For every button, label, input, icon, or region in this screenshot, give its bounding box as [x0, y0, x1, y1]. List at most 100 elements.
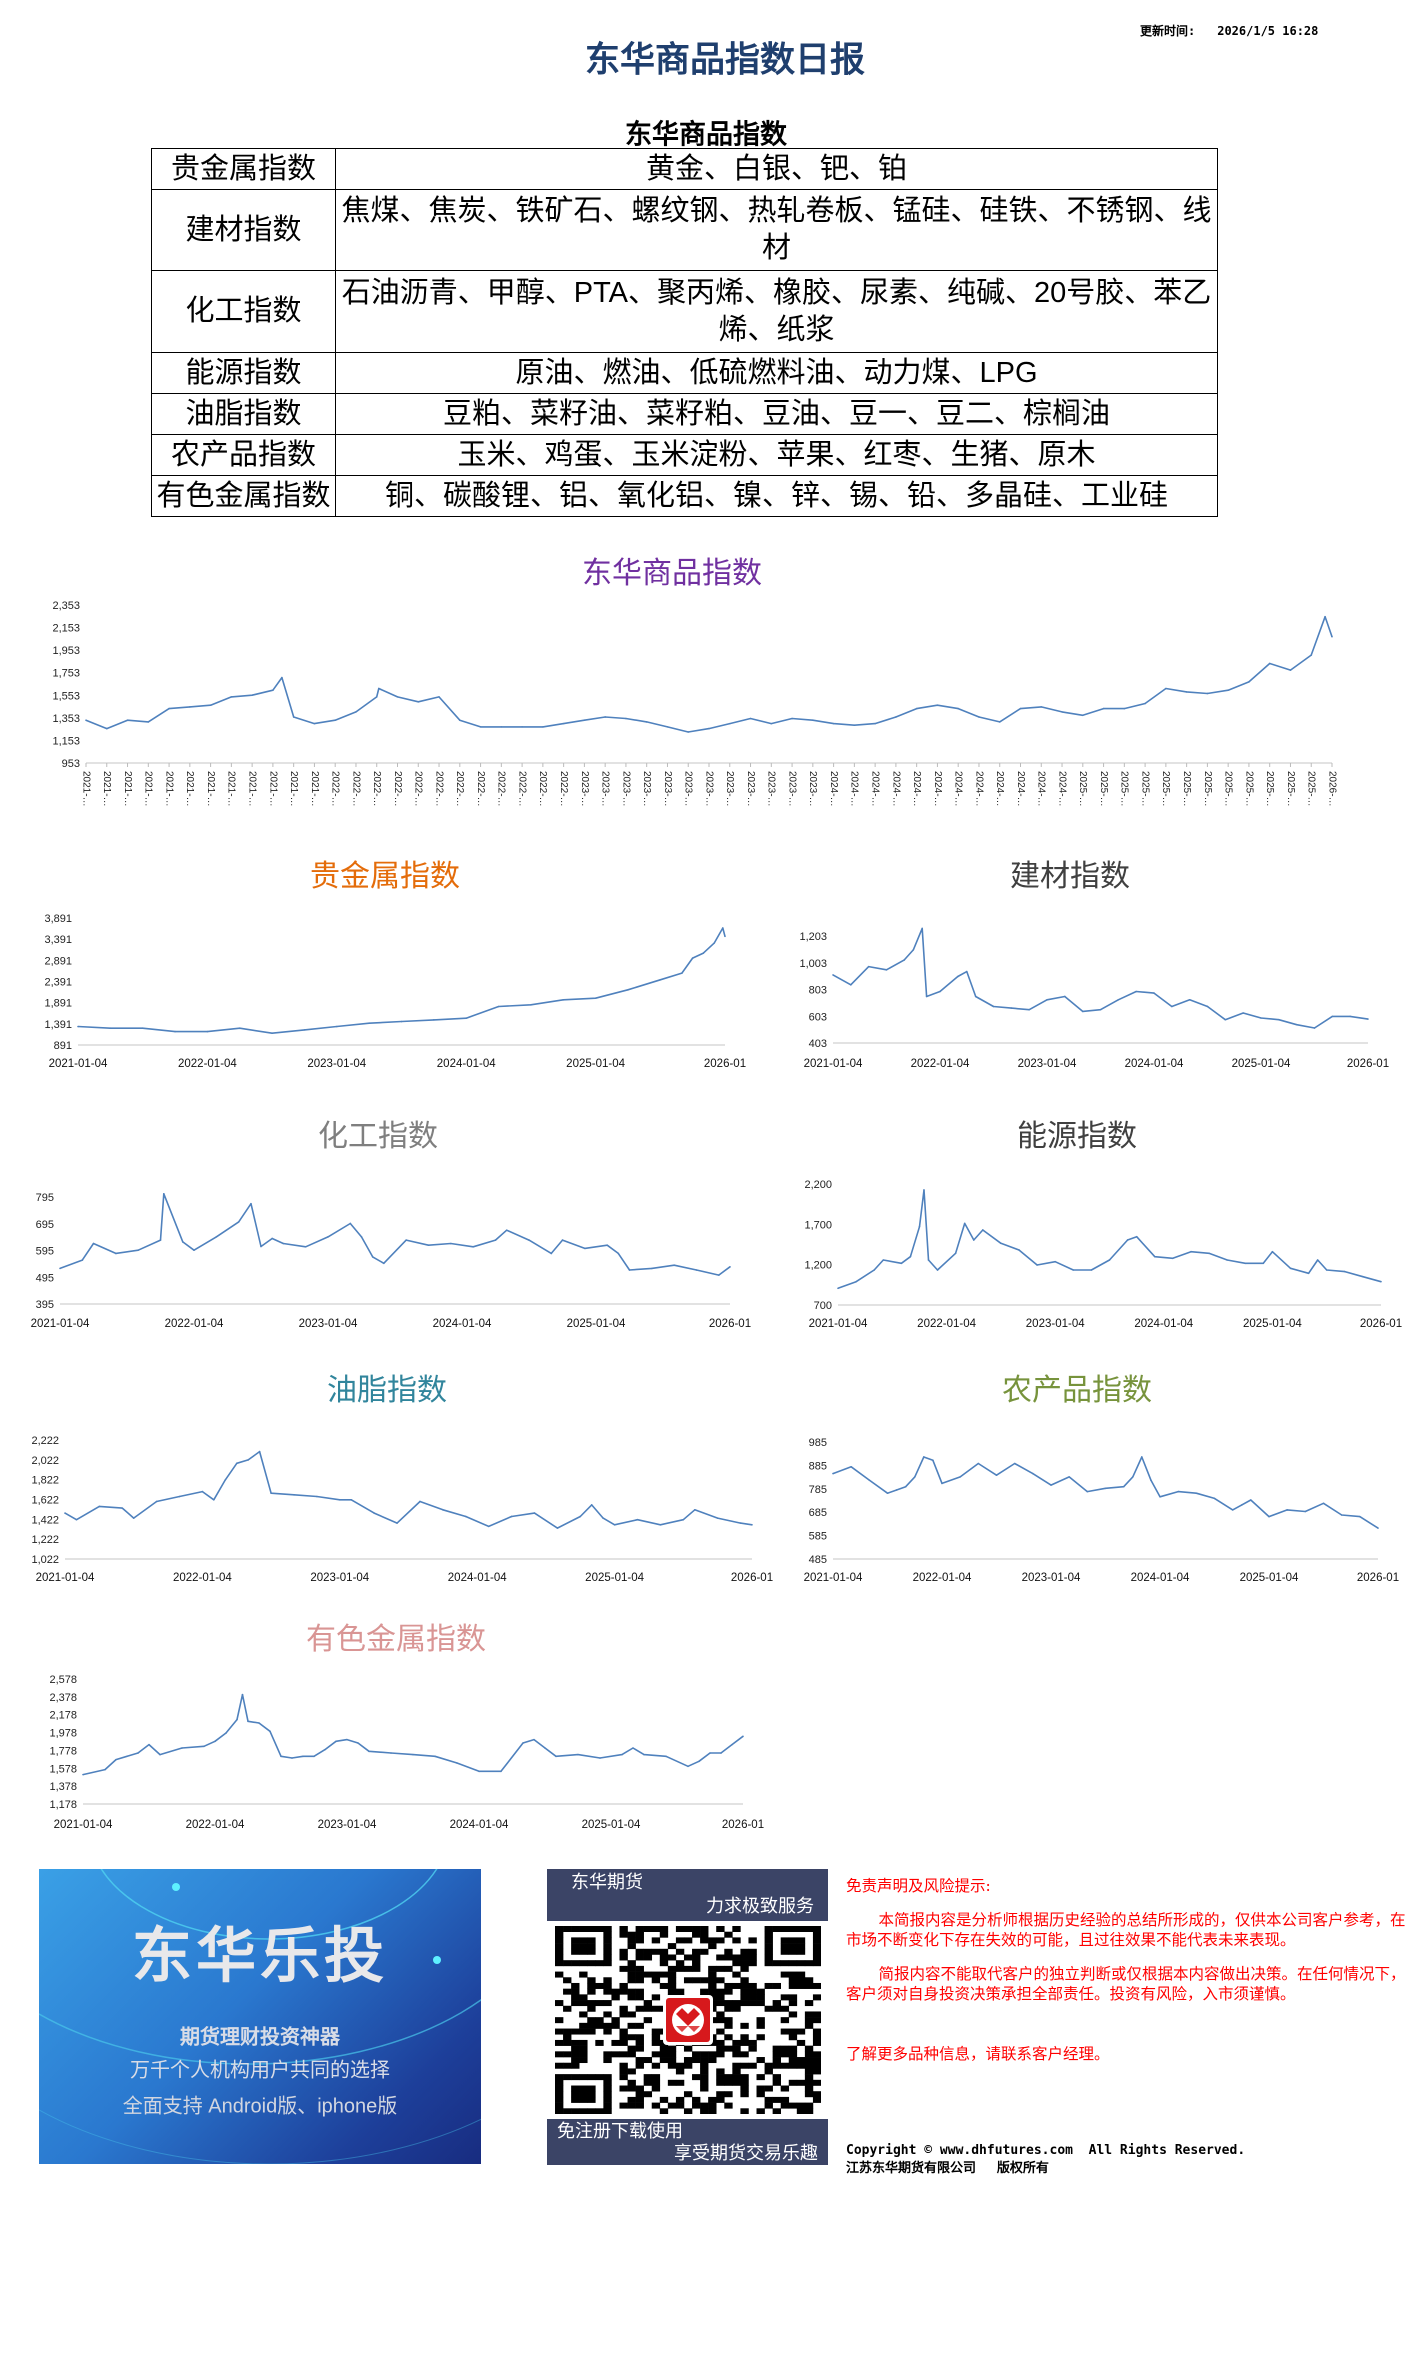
y-tick-label: 1,578	[49, 1763, 77, 1775]
data-point	[895, 1489, 898, 1491]
data-point	[155, 1500, 158, 1503]
series-line	[837, 1189, 1382, 1290]
x-tick-label: 2025-…	[1285, 771, 1296, 807]
x-tick-label: 2023-…	[641, 771, 652, 807]
data-point	[1289, 1267, 1292, 1270]
data-point	[303, 1029, 306, 1031]
data-point	[1325, 1269, 1328, 1271]
chart-building: 403 603 803 1,003 1,203 2021-01-04 2022-01-04 2…	[799, 927, 1389, 1070]
data-point	[178, 1495, 181, 1498]
data-point	[867, 965, 870, 968]
data-point	[617, 1252, 620, 1255]
data-point	[1268, 1515, 1270, 1518]
data-point	[1240, 1504, 1243, 1506]
data-point	[302, 1755, 304, 1758]
data-point	[1262, 1262, 1265, 1265]
data-point	[292, 716, 295, 718]
data-point	[579, 1515, 582, 1518]
x-tick-label: 2023-…	[766, 771, 777, 807]
x-tick-label: 2025-01-04	[567, 1318, 626, 1330]
data-point	[728, 722, 731, 725]
data-point	[258, 1722, 260, 1724]
data-point	[270, 1492, 272, 1494]
x-tick-label: 2024-…	[911, 771, 922, 807]
data-point	[903, 959, 906, 961]
data-point	[1206, 692, 1209, 695]
data-point	[992, 1005, 995, 1008]
x-tick-label: 2021-…	[309, 771, 320, 807]
series-line	[832, 927, 1369, 1029]
x-tick-label: 2022-…	[371, 771, 382, 807]
contact-note: 了解更多品种信息，请联系客户经理。	[846, 2045, 1110, 2063]
data-point	[837, 1287, 839, 1290]
x-tick-label: 2023-…	[786, 771, 797, 807]
data-point	[1054, 1260, 1056, 1263]
data-point	[427, 1244, 430, 1246]
data-point	[357, 1742, 359, 1744]
data-point	[247, 1720, 249, 1723]
series-line	[59, 1193, 731, 1276]
data-point	[621, 1753, 623, 1756]
data-point	[1165, 687, 1167, 690]
y-tick-label: 2,153	[52, 623, 80, 635]
data-point	[1150, 1479, 1152, 1481]
data-point	[874, 722, 876, 725]
index-components: 豆粕、菜籽油、菜籽粕、豆油、豆一、豆二、棕榈油	[335, 393, 1218, 435]
x-tick-label: 2021-01-04	[804, 1058, 863, 1070]
x-tick-label: 2025-…	[1139, 771, 1150, 807]
data-point	[1271, 1250, 1274, 1253]
data-point	[1322, 1502, 1325, 1505]
data-point	[693, 1509, 696, 1511]
data-point	[438, 696, 440, 698]
data-point	[174, 1030, 176, 1033]
data-point	[1190, 1250, 1192, 1253]
series-line	[85, 615, 1333, 733]
data-point	[334, 719, 337, 722]
data-point	[713, 942, 716, 944]
data-point	[1344, 1270, 1346, 1273]
x-tick-label: 2024-…	[1036, 771, 1047, 807]
x-tick-label: 2026-01	[731, 1572, 773, 1584]
data-point	[1227, 689, 1229, 692]
data-point	[1195, 1492, 1198, 1495]
x-tick-label: 2023-…	[600, 771, 611, 807]
data-point	[682, 1518, 685, 1521]
app-promo-banner[interactable]: 东华乐投 期货理财投资神器 万千个人机构用户共同的选择 全面支持 Android…	[39, 1869, 481, 2164]
data-point	[556, 1527, 559, 1529]
chart-precious: 891 1,391 1,891 2,391 2,891 3,391 3,891 2021-01…	[44, 913, 746, 1070]
data-point	[718, 1274, 720, 1276]
qr-company: 东华期货	[571, 1872, 643, 1892]
table-row: 建材指数 焦煤、焦炭、铁矿石、螺纹钢、热轧卷板、锰硅、硅铁、不锈钢、线材	[151, 189, 1218, 271]
x-tick-label: 2023-…	[807, 771, 818, 807]
data-point	[751, 1523, 753, 1526]
x-tick-label: 2021-01-04	[36, 1572, 95, 1584]
data-point	[583, 719, 586, 722]
data-point	[923, 1189, 925, 1191]
data-point	[316, 1495, 318, 1498]
data-point	[304, 1245, 307, 1248]
y-tick-label: 1,891	[44, 998, 72, 1010]
data-point	[360, 1236, 363, 1238]
data-point	[915, 707, 918, 710]
banner-subtagline: 万千个人机构用户共同的选择	[130, 2059, 390, 2082]
x-tick-label: 2021-…	[122, 771, 133, 807]
data-point	[1377, 1527, 1379, 1529]
data-point	[464, 1515, 467, 1518]
data-point	[604, 716, 606, 718]
data-point	[1310, 654, 1313, 656]
data-point	[203, 1745, 205, 1748]
data-point	[729, 1266, 731, 1268]
x-tick-label: 2022-…	[413, 771, 424, 807]
x-tick-label: 2024-01-04	[437, 1058, 496, 1070]
data-point	[349, 1222, 352, 1225]
qr-code[interactable]	[555, 1926, 821, 2114]
x-tick-label: 2023-01-04	[1022, 1572, 1081, 1584]
data-point	[1313, 1027, 1316, 1029]
chart-title-nonferrous: 有色金属指数	[306, 1623, 486, 1656]
data-point	[324, 1748, 326, 1751]
data-point	[921, 927, 923, 930]
x-tick-label: 2024-01-04	[1125, 1058, 1184, 1070]
x-tick-label: 2025-01-04	[1240, 1572, 1299, 1584]
x-tick-label: 2022-…	[558, 771, 569, 807]
x-tick-label: 2021-…	[246, 771, 257, 807]
